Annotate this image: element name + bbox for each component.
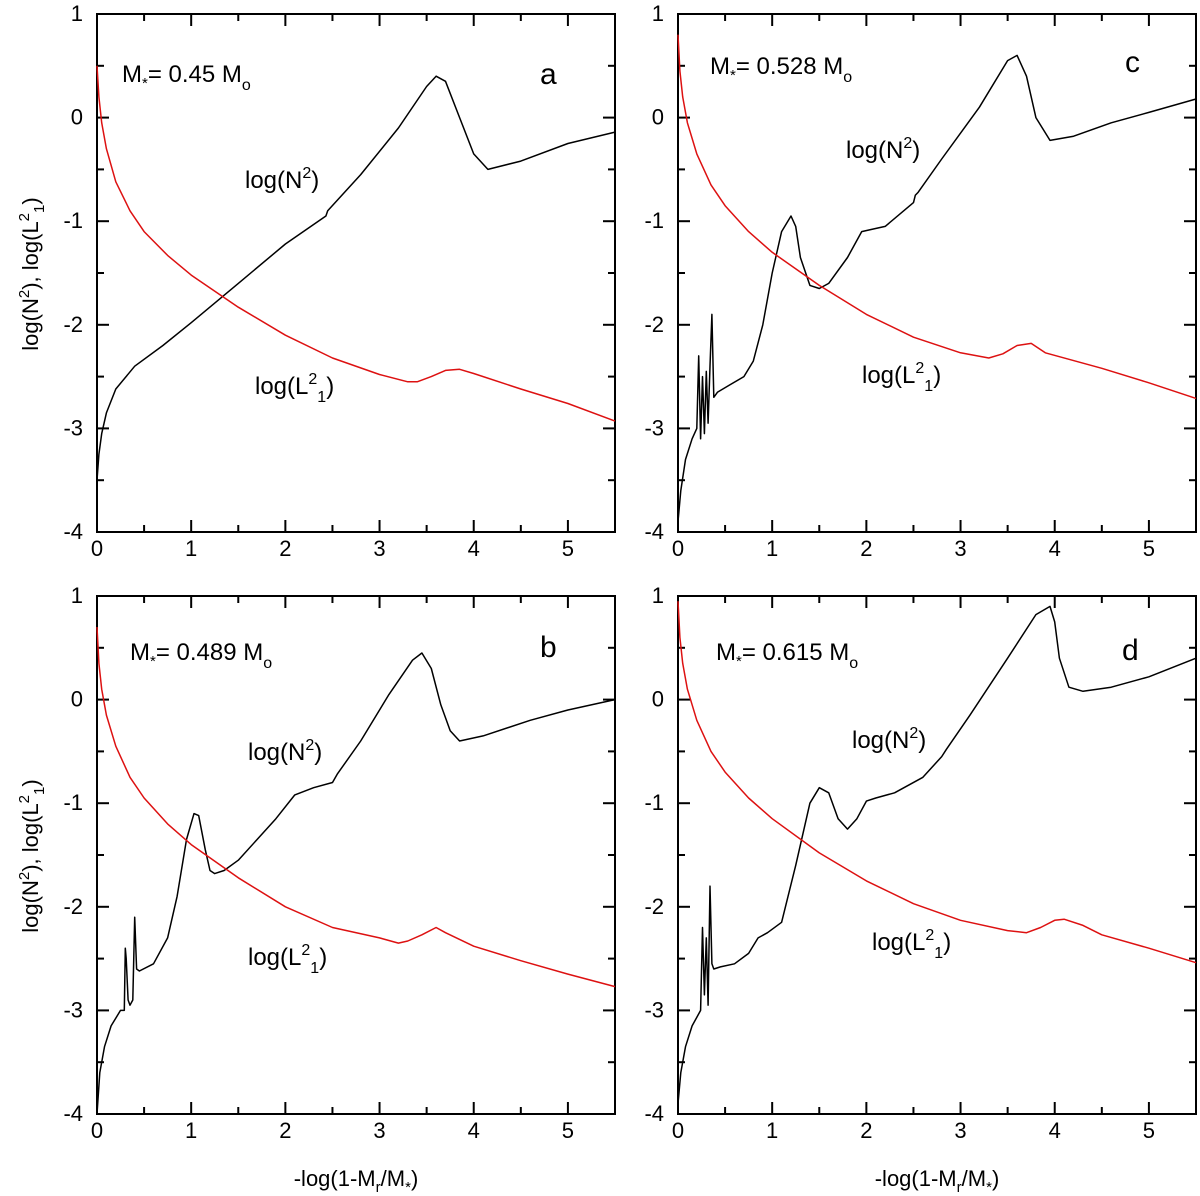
- panel-b-frame: [96, 595, 616, 1115]
- x-tick-label: 4: [1049, 536, 1061, 561]
- l2-curve: [96, 627, 616, 988]
- panel-c-frame: [677, 13, 1197, 533]
- n2-curve: [96, 75, 616, 481]
- panel-c-ticks: 0 1 2 3 4 5 1 0 -1 -2 -3 -4: [644, 1, 1197, 561]
- panel-d-frame: [677, 595, 1197, 1115]
- y-tick-label: -4: [644, 519, 664, 544]
- y-tick-label: -2: [63, 894, 83, 919]
- panel-d-n2-label: log(N2): [852, 725, 926, 754]
- y-tick-label: 1: [71, 1, 83, 26]
- panel-b-mass-annotation: M*= 0.489 Mo: [130, 639, 272, 672]
- x-axis-title-left: -log(1-Mr/M*): [294, 1166, 419, 1196]
- y-axis-title-bottom: log(N2), log(L21): [16, 779, 48, 932]
- panel-d-l2-label: log(L21): [872, 927, 951, 962]
- panel-d-curves: [677, 601, 1197, 1104]
- x-tick-label: 3: [954, 1118, 966, 1143]
- panel-b-n2-label: log(N2): [248, 737, 322, 766]
- y-tick-label: -3: [63, 415, 83, 440]
- x-tick-label: 4: [1049, 1118, 1061, 1143]
- y-tick-label: 0: [652, 105, 664, 130]
- l2-curve: [677, 34, 1197, 400]
- x-tick-label: 4: [468, 1118, 480, 1143]
- l2-curve: [677, 601, 1197, 964]
- x-tick-label: 1: [185, 1118, 197, 1143]
- panel-b-letter: b: [540, 631, 557, 664]
- x-tick-label: 3: [373, 536, 385, 561]
- y-tick-label: 1: [71, 583, 83, 608]
- panel-d-mass-annotation: M*= 0.615 Mo: [716, 639, 858, 672]
- y-tick-label: -4: [63, 1101, 83, 1126]
- y-tick-label: -1: [644, 790, 664, 815]
- y-tick-label: 0: [71, 687, 83, 712]
- panel-c-l2-label: log(L21): [862, 360, 941, 395]
- y-tick-label: -2: [644, 312, 664, 337]
- panel-b: 0 1 2 3 4 510-1-2-3-4 M*= 0.489 Mo b log(N2) …: [63, 583, 616, 1143]
- panel-a: 0 1 2 3 4 5 1 0 -1 -2 -3 -4 M*= 0.45 Mo a log(N2) l…: [63, 1, 616, 561]
- x-tick-label: 1: [766, 536, 778, 561]
- panel-d-ticks: 0 1 2 3 4 5 1 0 -1 -2 -3 -4: [644, 583, 1197, 1143]
- x-axis-title-right: -log(1-Mr/M*): [875, 1166, 1000, 1196]
- n2-curve: [96, 652, 616, 1115]
- y-tick-label: -3: [644, 415, 664, 440]
- x-tick-label: 3: [373, 1118, 385, 1143]
- panel-d: 0 1 2 3 4 510-1-2-3-4 M*= 0.615 Mo d log(N2) …: [644, 583, 1197, 1143]
- y-tick-label: -3: [644, 997, 664, 1022]
- panel-b-ticks: 0 1 2 3 4 5 1 0 -1 -2 -3 -4: [63, 583, 616, 1143]
- panel-a-n2-label: log(N2): [245, 165, 319, 194]
- x-tick-label: 4: [468, 536, 480, 561]
- y-tick-label: -2: [63, 312, 83, 337]
- x-tick-label: 1: [766, 1118, 778, 1143]
- y-tick-label: 1: [652, 1, 664, 26]
- panel-a-l2-label: log(L21): [255, 371, 334, 406]
- n2-curve: [677, 54, 1197, 522]
- x-tick-label: 0: [672, 1118, 684, 1143]
- n2-curve: [677, 605, 1197, 1104]
- x-tick-label: 0: [91, 536, 103, 561]
- y-axis-title-top: log(N2), log(L21): [16, 197, 48, 350]
- x-tick-label: 3: [954, 536, 966, 561]
- x-tick-label: 0: [91, 1118, 103, 1143]
- x-tick-label: 2: [860, 536, 872, 561]
- y-tick-label: -1: [644, 208, 664, 233]
- x-tick-label: 5: [1143, 1118, 1155, 1143]
- panel-b-l2-label: log(L21): [248, 942, 327, 977]
- x-tick-label: 2: [279, 536, 291, 561]
- l2-curve: [96, 65, 616, 422]
- x-tick-label: 5: [562, 536, 574, 561]
- panel-c-n2-label: log(N2): [846, 135, 920, 164]
- panel-c-letter: c: [1125, 46, 1140, 79]
- y-tick-label: 0: [652, 687, 664, 712]
- y-tick-label: 1: [652, 583, 664, 608]
- panel-c-curves: [677, 34, 1197, 522]
- x-tick-label: 1: [185, 536, 197, 561]
- y-tick-label: -1: [63, 208, 83, 233]
- y-tick-label: 0: [71, 105, 83, 130]
- x-tick-label: 0: [672, 536, 684, 561]
- panel-a-frame: [96, 13, 616, 533]
- panel-a-curves: [96, 65, 616, 481]
- panel-a-mass-annotation: M*= 0.45 Mo: [122, 61, 251, 94]
- y-tick-label: -2: [644, 894, 664, 919]
- y-tick-label: -4: [63, 519, 83, 544]
- x-tick-label: 2: [279, 1118, 291, 1143]
- x-tick-label: 5: [1143, 536, 1155, 561]
- panel-c: 0 1 2 3 4 510-1-2-3-4 M*= 0.528 Mo c log(N2) …: [644, 1, 1197, 561]
- x-tick-label: 5: [562, 1118, 574, 1143]
- panel-a-letter: a: [540, 58, 557, 91]
- panel-d-letter: d: [1122, 634, 1139, 667]
- y-tick-label: -3: [63, 997, 83, 1022]
- y-tick-label: -1: [63, 790, 83, 815]
- panel-c-mass-annotation: M*= 0.528 Mo: [710, 53, 852, 86]
- panel-a-ticks: 0 1 2 3 4 5 1 0 -1 -2 -3 -4: [63, 1, 616, 561]
- x-tick-label: 2: [860, 1118, 872, 1143]
- y-tick-label: -4: [644, 1101, 664, 1126]
- panel-b-curves: [96, 627, 616, 1115]
